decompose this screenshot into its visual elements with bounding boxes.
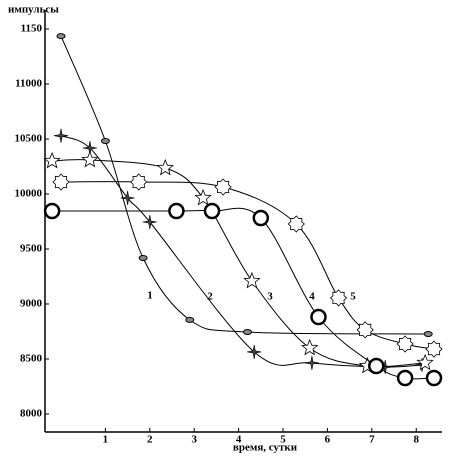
x-tick-label: 7 — [369, 434, 375, 446]
marker — [120, 190, 135, 206]
marker — [252, 209, 270, 227]
marker — [130, 173, 148, 191]
marker — [247, 344, 262, 359]
y-tick-label: 9000 — [20, 298, 43, 310]
marker — [243, 329, 252, 335]
x-tick-label: 6 — [325, 434, 331, 446]
y-tick-label: 9500 — [20, 243, 43, 255]
marker — [396, 369, 414, 387]
marker — [81, 150, 99, 168]
series-label: 5 — [350, 291, 356, 303]
marker — [194, 188, 212, 206]
x-tick-label: 8 — [413, 434, 419, 446]
marker — [185, 316, 195, 323]
marker — [100, 138, 110, 144]
x-tick-label: 1 — [103, 434, 109, 446]
marker — [423, 331, 433, 337]
series-label: 2 — [207, 291, 213, 303]
marker — [52, 173, 70, 191]
y-axis-label: импульсы — [8, 4, 59, 16]
series-line — [60, 181, 435, 350]
x-tick-label: 2 — [147, 434, 153, 446]
marker — [425, 369, 443, 387]
marker — [329, 289, 348, 307]
series-line — [52, 159, 426, 368]
series-label: 1 — [147, 290, 153, 302]
marker — [310, 308, 327, 326]
marker — [138, 255, 148, 261]
marker — [425, 340, 443, 358]
marker — [214, 178, 232, 196]
marker — [356, 321, 374, 339]
y-tick-label: 1150 — [21, 23, 43, 35]
y-tick-label: 11000 — [15, 78, 42, 90]
marker — [301, 338, 319, 356]
x-tick-label: 5 — [280, 434, 286, 446]
marker — [43, 202, 61, 220]
marker — [203, 202, 221, 220]
marker — [396, 335, 414, 353]
y-tick-label: 8500 — [20, 353, 43, 365]
y-tick-label: 10500 — [15, 133, 43, 145]
marker — [168, 202, 185, 220]
marker — [156, 158, 174, 176]
series-label: 3 — [267, 291, 273, 303]
marker — [368, 357, 385, 375]
series-label: 4 — [309, 291, 315, 303]
x-tick-label: 3 — [191, 434, 197, 446]
marker — [243, 271, 261, 289]
series-line — [60, 35, 429, 335]
marker — [304, 355, 319, 370]
x-tick-label: 4 — [236, 434, 242, 446]
marker — [43, 151, 61, 169]
marker — [53, 128, 69, 143]
marker — [287, 215, 305, 233]
marker — [416, 353, 434, 371]
marker — [142, 214, 157, 230]
x-axis-label: время, сутки — [233, 442, 298, 454]
marker — [56, 33, 66, 40]
series-line — [52, 207, 435, 380]
y-tick-label: 8000 — [20, 407, 43, 419]
y-tick-label: 10000 — [15, 188, 43, 200]
